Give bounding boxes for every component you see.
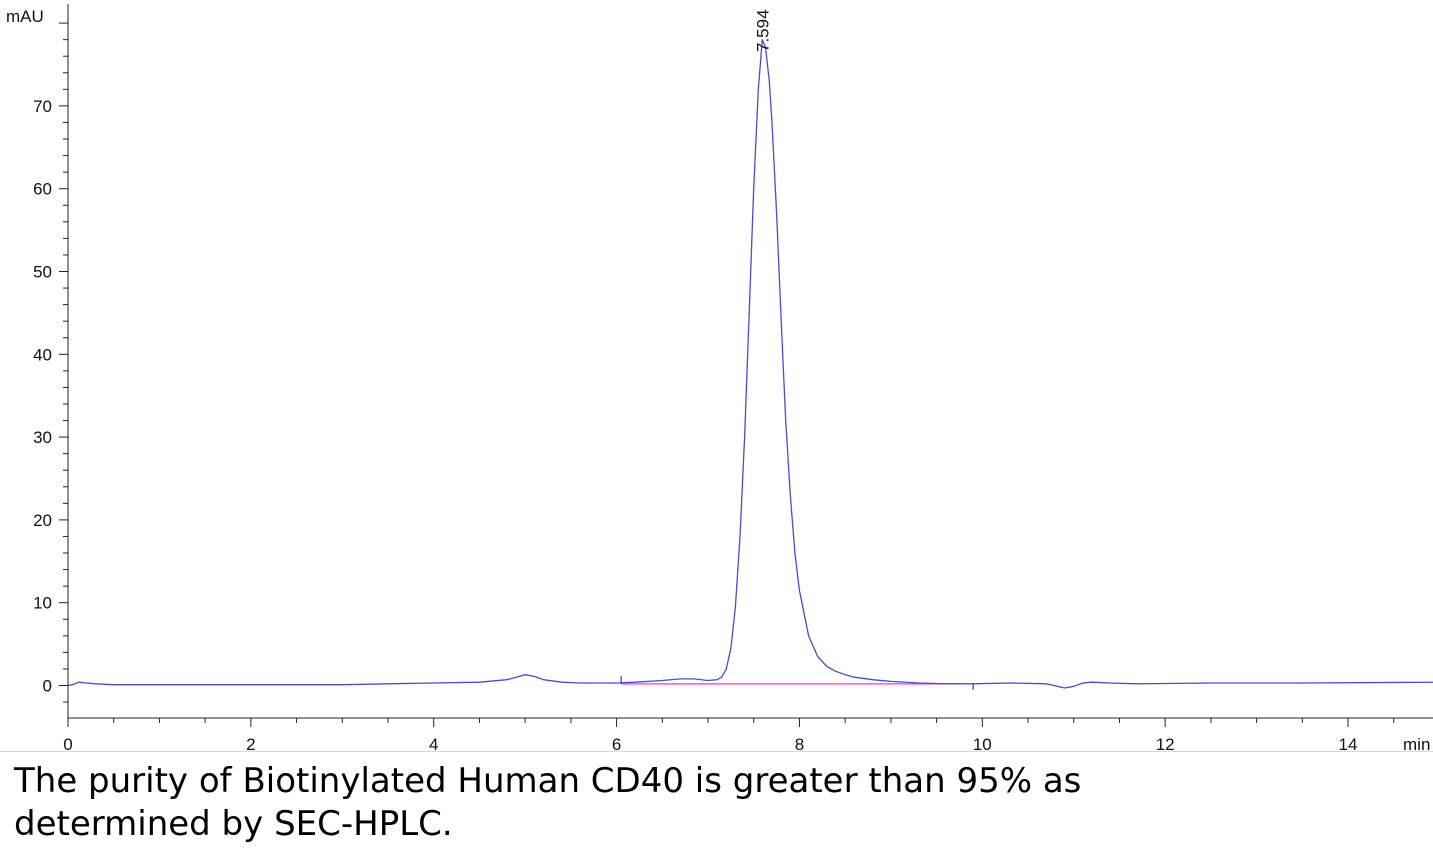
y-tick-label: 0 <box>43 677 52 696</box>
y-tick-label: 60 <box>33 180 52 199</box>
y-tick-label: 20 <box>33 511 52 530</box>
x-axis: 0 2 4 6 8 10 12 14 <box>63 717 1433 752</box>
x-tick-label: 8 <box>795 735 804 752</box>
x-tick-label: 4 <box>429 735 438 752</box>
caption-divider <box>0 751 1433 752</box>
x-tick-label: 12 <box>1156 735 1175 752</box>
y-axis-unit-label: mAU <box>6 7 44 26</box>
figure-caption: The purity of Biotinylated Human CD40 is… <box>14 761 1082 844</box>
plot-area: 7.594 <box>67 9 1433 690</box>
x-tick-label: 6 <box>612 735 621 752</box>
x-tick-label: 0 <box>63 735 72 752</box>
y-tick-label: 10 <box>33 594 52 613</box>
y-tick-label: 50 <box>33 263 52 282</box>
y-tick-label: 40 <box>33 345 52 364</box>
y-tick-label: 70 <box>33 97 52 116</box>
x-tick-label: 10 <box>973 735 992 752</box>
chromatogram-trace <box>67 39 1433 689</box>
y-tick-label: 30 <box>33 428 52 447</box>
y-axis: 0 10 20 30 40 50 60 70 <box>33 4 69 718</box>
chromatogram-chart: 0 10 20 30 40 50 60 70 0 2 4 6 8 10 12 14 7.594 mAU mi… <box>6 4 1433 752</box>
peak-retention-time-label: 7.594 <box>753 9 772 52</box>
x-tick-label: 2 <box>246 735 255 752</box>
x-axis-unit-label: min <box>1403 735 1430 752</box>
x-tick-label: 14 <box>1339 735 1358 752</box>
